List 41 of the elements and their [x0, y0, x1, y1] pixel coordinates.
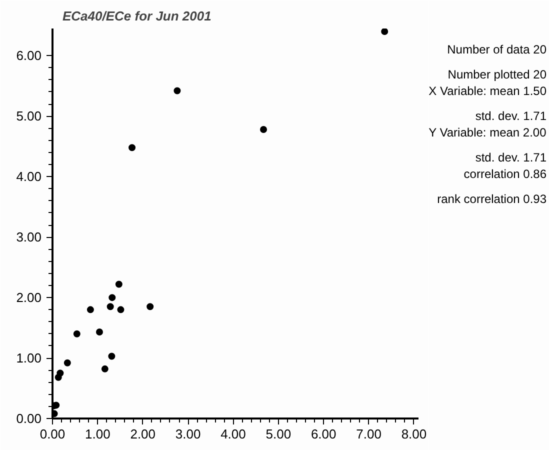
point — [108, 294, 116, 302]
y-tick-label: 3.00 — [16, 230, 42, 245]
y-tick-label: 0.00 — [16, 411, 42, 426]
point — [260, 126, 268, 133]
x-tick-label: 5.00 — [266, 426, 292, 442]
point — [101, 365, 108, 372]
text: correlation 0.86 — [464, 167, 547, 182]
x-tick-label: 4.00 — [220, 426, 246, 442]
text: std. dev. 1.71 — [475, 109, 547, 124]
text: X Variable: mean 1.50 — [428, 84, 547, 98]
point — [117, 306, 124, 314]
y-tick-label: 5.00 — [16, 108, 42, 124]
y-tick-label: 2.00 — [16, 290, 42, 306]
x-tick-label: 7.00 — [356, 426, 382, 442]
chart-title: ECa40/ECe for Jun 2001 — [62, 8, 212, 24]
point — [54, 374, 62, 381]
point — [115, 280, 122, 288]
x-tick-label: 6.00 — [310, 426, 336, 442]
point — [381, 28, 388, 36]
point — [128, 144, 136, 152]
x-tick-label: 3.00 — [175, 426, 201, 442]
text: Number of data 20 — [447, 42, 547, 56]
text: rank correlation 0.93 — [437, 192, 547, 206]
point — [73, 330, 80, 338]
point — [64, 359, 71, 366]
point — [96, 328, 103, 336]
x-tick-label: 8.00 — [401, 426, 427, 442]
point — [108, 352, 116, 360]
text: Number plotted 20 — [448, 67, 547, 82]
text: Y Variable: mean 2.00 — [428, 126, 547, 140]
y-tick-label: 6.00 — [16, 48, 42, 64]
x-tick-label: 1.00 — [85, 426, 110, 442]
point — [174, 87, 181, 94]
point — [146, 303, 154, 310]
y-tick-label: 1.00 — [16, 350, 42, 366]
y-tick-label: 4.00 — [16, 169, 42, 184]
point — [106, 303, 114, 310]
point — [86, 306, 94, 314]
x-tick-label: 0.00 — [40, 426, 66, 442]
text: std. dev. 1.71 — [475, 150, 547, 165]
x-tick-label: 2.00 — [130, 426, 156, 442]
